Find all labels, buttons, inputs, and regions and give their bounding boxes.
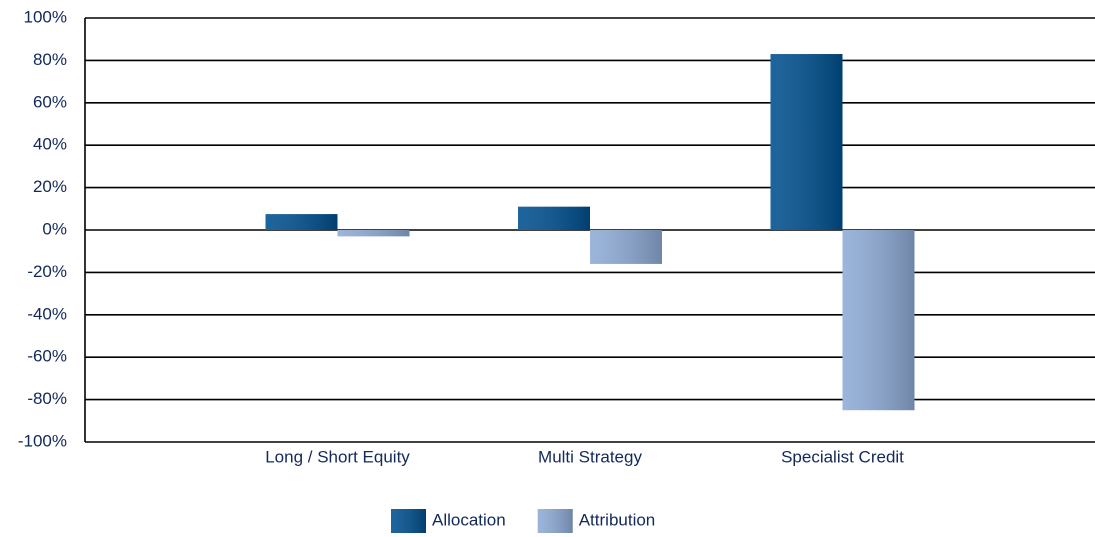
y-tick-label: -20%: [27, 262, 67, 281]
y-tick-label: -40%: [27, 304, 67, 323]
y-tick-label: -100%: [18, 431, 67, 450]
y-tick-label: 40%: [33, 135, 67, 154]
bar-shade: [770, 54, 843, 230]
x-tick-label: Specialist Credit: [781, 447, 904, 466]
y-tick-label: -60%: [27, 347, 67, 366]
bar-shade: [518, 206, 590, 230]
legend-swatch-shade: [537, 509, 573, 533]
y-tick-label: -80%: [27, 389, 67, 408]
x-tick-label: Long / Short Equity: [265, 447, 410, 466]
bar-shade: [265, 214, 338, 230]
x-tick-label: Multi Strategy: [538, 447, 642, 466]
bar-shade: [842, 230, 915, 411]
y-tick-label: 80%: [33, 50, 67, 69]
legend-label: Attribution: [579, 510, 656, 529]
y-tick-label: 0%: [42, 219, 67, 238]
y-tick-label: 60%: [33, 92, 67, 111]
bar-shade: [590, 230, 662, 264]
legend-label: Allocation: [432, 510, 506, 529]
y-tick-label: 100%: [24, 7, 67, 26]
legend-swatch-shade: [391, 509, 426, 533]
bar-shade: [337, 230, 410, 237]
y-tick-label: 20%: [33, 177, 67, 196]
